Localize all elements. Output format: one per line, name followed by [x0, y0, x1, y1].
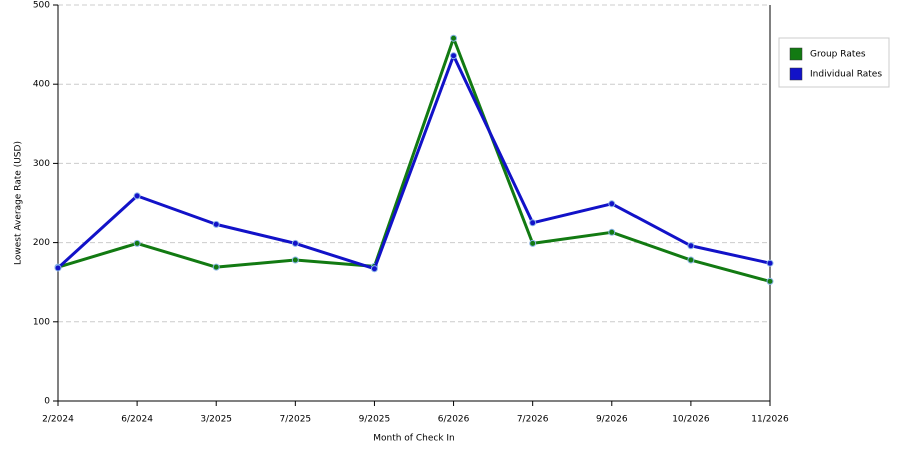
data-point	[133, 239, 141, 247]
y-tick-label: 300	[33, 159, 50, 169]
data-point	[291, 256, 299, 264]
x-tick-label: 7/2026	[517, 415, 549, 425]
y-tick-label: 200	[33, 238, 50, 248]
data-point	[687, 256, 695, 264]
x-tick-label: 9/2025	[359, 415, 391, 425]
data-point	[687, 242, 695, 250]
x-tick-label: 2/2024	[42, 415, 74, 425]
x-tick-label: 9/2026	[596, 415, 628, 425]
data-point	[766, 277, 774, 285]
x-tick-label: 3/2025	[200, 415, 232, 425]
series-line	[57, 36, 771, 283]
y-tick-label: 500	[33, 1, 50, 11]
data-point	[212, 220, 220, 228]
y-axis-label: Lowest Average Rate (USD)	[14, 141, 24, 265]
data-point	[608, 228, 616, 236]
y-tick-label: 100	[33, 317, 50, 327]
data-point	[370, 265, 378, 273]
data-point	[608, 200, 616, 208]
data-point	[766, 259, 774, 267]
x-axis-label: Month of Check In	[373, 434, 455, 444]
x-tick-label: 11/2026	[751, 415, 789, 425]
data-point	[54, 264, 62, 272]
legend-swatch	[789, 47, 803, 61]
legend-swatch	[789, 67, 803, 81]
data-point	[291, 239, 299, 247]
data-point	[212, 263, 220, 271]
x-tick-label: 6/2026	[438, 415, 470, 425]
data-point	[450, 34, 458, 42]
legend-label: Group Rates	[810, 50, 866, 60]
y-tick-label: 0	[44, 397, 50, 407]
x-tick-label: 7/2025	[279, 415, 311, 425]
y-tick-label: 400	[33, 80, 50, 90]
data-point	[450, 52, 458, 60]
data-point	[529, 239, 537, 247]
data-point	[529, 219, 537, 227]
data-point	[133, 192, 141, 200]
x-tick-label: 6/2024	[121, 415, 153, 425]
series-line	[56, 54, 771, 271]
x-tick-label: 10/2026	[672, 415, 710, 425]
legend-label: Individual Rates	[810, 70, 882, 80]
